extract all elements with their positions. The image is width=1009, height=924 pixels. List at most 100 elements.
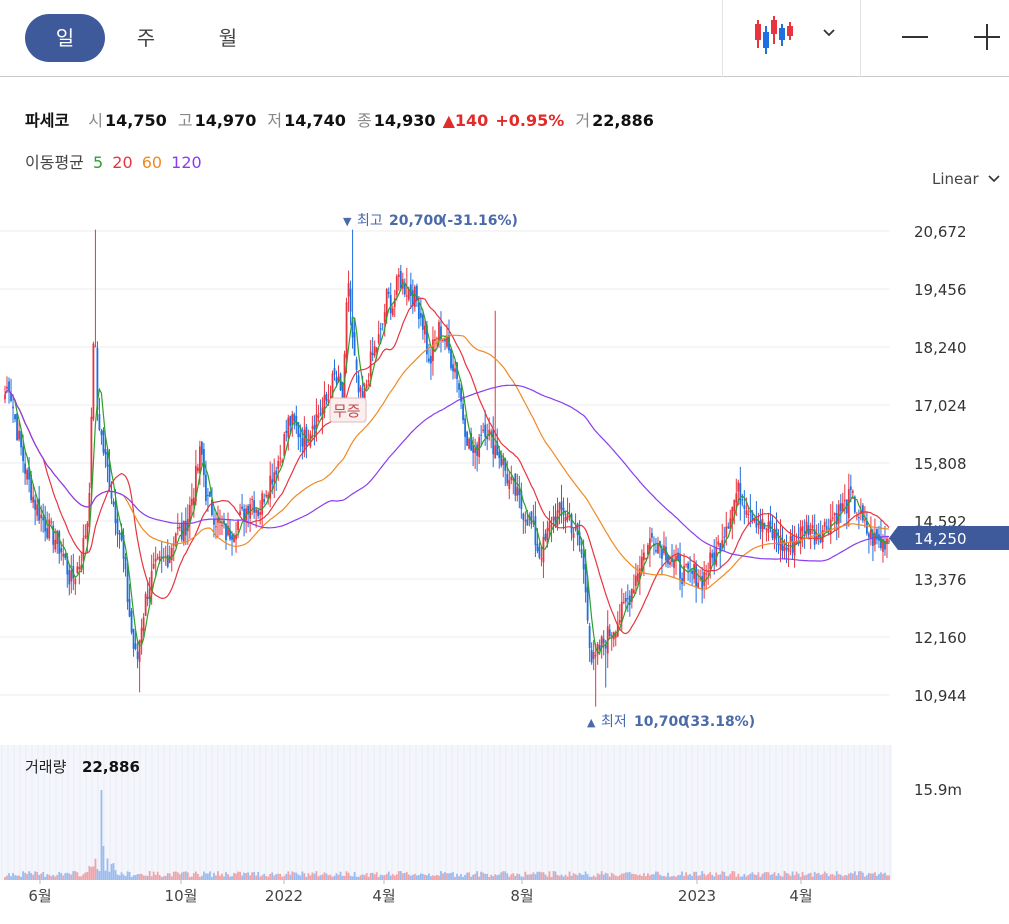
volume-bar bbox=[596, 873, 599, 880]
volume-bar bbox=[64, 873, 67, 880]
period-month-button[interactable]: 월 bbox=[218, 26, 238, 50]
volume-bar bbox=[116, 874, 119, 880]
zoom-out-button[interactable] bbox=[880, 0, 950, 77]
volume-bar bbox=[653, 874, 655, 880]
volume-bar bbox=[267, 876, 270, 880]
candle-body bbox=[524, 520, 527, 522]
zoom-in-button[interactable] bbox=[952, 0, 1009, 77]
candle-body bbox=[229, 529, 231, 540]
candle-body bbox=[809, 529, 812, 535]
candle-body bbox=[361, 391, 364, 402]
candle-body bbox=[343, 354, 346, 411]
candle-body bbox=[186, 519, 189, 532]
candle-body bbox=[598, 645, 601, 650]
min-percent: (33.18%) bbox=[684, 714, 755, 730]
candle-body bbox=[243, 508, 245, 522]
candle-body bbox=[196, 467, 199, 472]
low-label: 저 bbox=[267, 111, 283, 130]
candle-body bbox=[401, 279, 404, 289]
volume-bar bbox=[203, 871, 205, 880]
volume-bar bbox=[90, 867, 93, 880]
volume-bar bbox=[389, 875, 392, 880]
volume-bar bbox=[349, 875, 352, 880]
volume-bar bbox=[711, 874, 714, 880]
volume-bar bbox=[162, 876, 165, 880]
candle-body bbox=[651, 533, 653, 538]
volume-bar bbox=[205, 873, 207, 880]
candle-body bbox=[128, 599, 131, 617]
volume-bar bbox=[381, 875, 384, 880]
volume-bar bbox=[434, 875, 436, 880]
candle-body bbox=[62, 553, 65, 557]
candle-body bbox=[283, 434, 286, 456]
candle-body bbox=[106, 451, 109, 467]
candle-body bbox=[532, 520, 535, 523]
volume-bar bbox=[534, 874, 537, 880]
volume-bar bbox=[257, 872, 260, 880]
volume-bar bbox=[52, 874, 55, 880]
candle-body bbox=[560, 501, 563, 510]
candle-body bbox=[96, 348, 99, 410]
volume-bar bbox=[683, 875, 685, 880]
moving-average-legend: 이동평균 5 20 60 120 bbox=[25, 149, 202, 173]
candle-body bbox=[703, 571, 706, 586]
candle-body bbox=[136, 651, 139, 660]
volume-bar bbox=[46, 874, 49, 880]
candle-body bbox=[504, 458, 507, 471]
candle-body bbox=[180, 522, 183, 540]
candle-body bbox=[831, 517, 834, 519]
volume-bar bbox=[92, 866, 95, 880]
candle-body bbox=[528, 516, 531, 520]
stock-name: 파세코 bbox=[25, 111, 70, 130]
volume-bar bbox=[142, 875, 145, 880]
candle-body bbox=[632, 589, 635, 594]
volume-bar bbox=[620, 873, 623, 880]
candle-body bbox=[52, 525, 55, 545]
period-week-button[interactable]: 주 bbox=[136, 26, 156, 50]
scale-mode-dropdown[interactable]: Linear bbox=[932, 170, 1001, 188]
volume-bar bbox=[215, 875, 217, 880]
candle-body bbox=[859, 510, 862, 514]
price-tick-label: 13,376 bbox=[914, 571, 967, 589]
candle-body bbox=[192, 497, 195, 505]
candle-body bbox=[865, 520, 868, 534]
volume-bar bbox=[713, 876, 716, 880]
candle-body bbox=[747, 513, 750, 516]
candle-body bbox=[554, 516, 557, 526]
candle-body bbox=[886, 538, 888, 544]
volume-bar bbox=[243, 872, 245, 880]
candle-body bbox=[14, 414, 16, 420]
volume-bar bbox=[490, 874, 493, 880]
volume-bar bbox=[415, 875, 418, 880]
candle-body bbox=[755, 517, 758, 528]
candle-body bbox=[460, 388, 462, 402]
candle-body bbox=[78, 566, 81, 570]
candle-body bbox=[383, 312, 386, 322]
volume-bar bbox=[315, 871, 318, 880]
volume-bar bbox=[411, 874, 414, 880]
volume-bar bbox=[815, 873, 818, 880]
candle-body bbox=[64, 553, 67, 559]
candle-body bbox=[86, 523, 89, 540]
volume-bar bbox=[741, 876, 744, 880]
candle-body bbox=[725, 526, 728, 537]
candle-body bbox=[444, 338, 446, 342]
candle-body bbox=[415, 285, 418, 301]
chart-type-dropdown[interactable] bbox=[722, 0, 860, 77]
candle-body bbox=[424, 325, 426, 335]
candle-body bbox=[148, 589, 151, 600]
volume-bar bbox=[761, 873, 764, 880]
volume-bar bbox=[132, 875, 135, 880]
candle-body bbox=[614, 633, 617, 638]
volume-bar bbox=[325, 873, 328, 880]
candle-body bbox=[323, 395, 326, 414]
candle-body bbox=[749, 510, 752, 513]
volume-bar bbox=[351, 876, 354, 880]
volume-bar bbox=[556, 874, 559, 880]
event-marker: 무증 bbox=[329, 397, 367, 423]
volume-bar bbox=[86, 871, 89, 880]
volume-bar bbox=[520, 876, 523, 880]
volume-bar bbox=[387, 871, 390, 880]
period-day-button[interactable]: 일 bbox=[25, 14, 105, 62]
volume-bar bbox=[458, 876, 460, 880]
